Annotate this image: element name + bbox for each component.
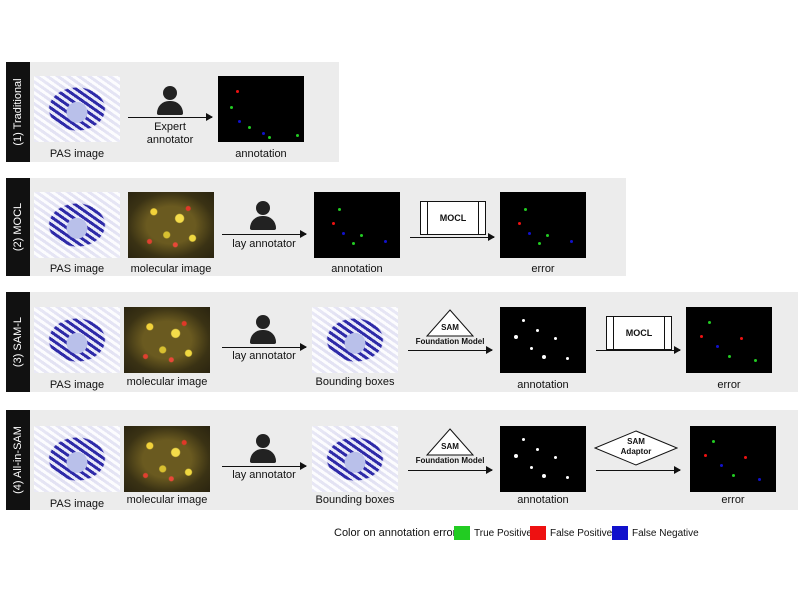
pas-image: [34, 426, 120, 492]
sam-label: SAM: [441, 323, 459, 332]
row-label-tab: (2) MOCL: [6, 178, 30, 276]
legend-label-false-positive: False Positive: [550, 528, 613, 539]
arrow: [222, 230, 307, 238]
molecular-image: [124, 426, 210, 492]
arrow: [410, 233, 495, 241]
error-image: [686, 307, 772, 373]
foundation-model-label: Foundation Model: [415, 456, 485, 465]
pas-image-caption: PAS image: [49, 379, 105, 391]
sam-adaptor-label-2: Adaptor: [620, 447, 652, 456]
row-label: (4) All-in-SAM: [12, 426, 24, 494]
mocl-box: MOCL: [420, 201, 486, 235]
lay-annotator-icon: [250, 201, 276, 231]
legend-label-true-positive: True Positive: [474, 528, 532, 539]
mocl-box: MOCL: [606, 316, 672, 350]
sam-adaptor-label-1: SAM: [627, 437, 645, 446]
arrow: [222, 343, 307, 351]
bounding-boxes-caption: Bounding boxes: [315, 494, 395, 506]
annotation-image: [500, 426, 586, 492]
sam-triangle: [425, 309, 475, 337]
error-image: [690, 426, 776, 492]
arrow: [596, 346, 681, 354]
pas-image: [34, 76, 120, 142]
annotation-image: [218, 76, 304, 142]
expert-annotator-icon: [157, 86, 183, 116]
molecular-image-caption: molecular image: [130, 263, 212, 275]
bounding-boxes-image: [312, 307, 398, 373]
legend-swatch-false-negative: [612, 526, 628, 540]
annotation-image: [500, 307, 586, 373]
arrow: [596, 466, 681, 474]
annotation-caption: annotation: [331, 263, 383, 275]
pas-image-caption: PAS image: [49, 498, 105, 510]
expert-annotator-line2: annotator: [146, 134, 194, 146]
annotation-image: [314, 192, 400, 258]
legend-label-false-negative: False Negative: [632, 528, 699, 539]
molecular-image-caption: molecular image: [126, 376, 208, 388]
sam-adaptor-diamond: [594, 430, 678, 466]
legend-swatch-false-positive: [530, 526, 546, 540]
arrow: [408, 466, 493, 474]
annotation-caption: annotation: [517, 494, 569, 506]
error-caption: error: [531, 263, 555, 275]
error-caption: error: [717, 379, 741, 391]
arrow: [128, 113, 213, 121]
expert-annotator-line1: Expert: [154, 121, 186, 133]
error-caption: error: [721, 494, 745, 506]
bounding-boxes-caption: Bounding boxes: [315, 376, 395, 388]
foundation-model-label: Foundation Model: [415, 337, 485, 346]
pas-image: [34, 192, 120, 258]
pas-image-caption: PAS image: [49, 148, 105, 160]
row-label: (2) MOCL: [12, 202, 24, 252]
row-label-tab: (1) Traditional: [6, 62, 30, 162]
molecular-image-caption: molecular image: [126, 494, 208, 506]
pas-image: [34, 307, 120, 373]
annotation-caption: annotation: [235, 148, 287, 160]
molecular-image: [128, 192, 214, 258]
arrow: [408, 346, 493, 354]
row-label-tab: (3) SAM-L: [6, 292, 30, 392]
row-label: (1) Traditional: [12, 78, 24, 146]
bounding-boxes-image: [312, 426, 398, 492]
legend-swatch-true-positive: [454, 526, 470, 540]
error-image: [500, 192, 586, 258]
row-label-tab: (4) All-in-SAM: [6, 410, 30, 510]
lay-annotator-icon: [250, 315, 276, 345]
lay-annotator-caption: lay annotator: [232, 469, 296, 481]
molecular-image: [124, 307, 210, 373]
lay-annotator-icon: [250, 434, 276, 464]
pas-image-caption: PAS image: [49, 263, 105, 275]
annotation-caption: annotation: [517, 379, 569, 391]
row-label: (3) SAM-L: [12, 316, 24, 368]
sam-triangle: [425, 428, 475, 456]
lay-annotator-caption: lay annotator: [232, 350, 296, 362]
sam-label: SAM: [441, 442, 459, 451]
arrow: [222, 462, 307, 470]
legend-title: Color on annotation error:: [334, 527, 460, 539]
lay-annotator-caption: lay annotator: [232, 238, 296, 250]
